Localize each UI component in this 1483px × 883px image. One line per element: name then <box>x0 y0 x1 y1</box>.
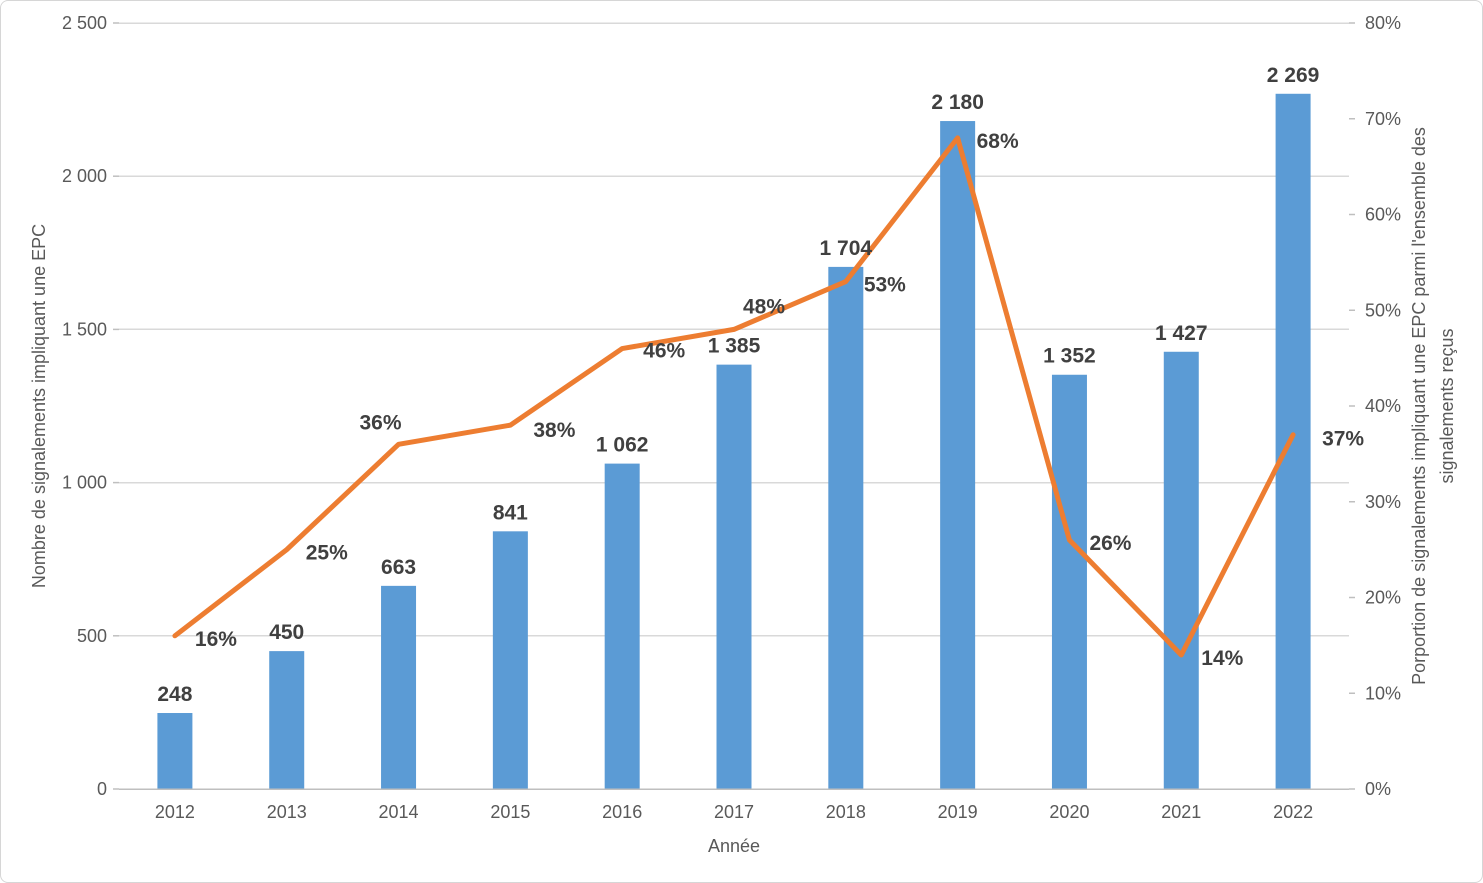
right-axis-tick-label: 0% <box>1365 779 1391 799</box>
left-axis-tick-label: 0 <box>97 779 107 799</box>
right-axis-title-line2: signalements reçus <box>1437 328 1457 483</box>
bar-2019 <box>940 121 976 790</box>
line-percent-labels: 16% 25% 36% 38% 46% 48% 53% 68% 26% 14% 37% <box>195 130 1365 670</box>
x-tick-label-2012: 2012 <box>155 802 195 822</box>
bar-2021 <box>1163 351 1199 789</box>
percent-label-2021: 14% <box>1201 647 1243 670</box>
right-axis-tick-label: 30% <box>1365 492 1401 512</box>
bar-value-labels: 248 450 663 841 1 062 1 385 1 704 2 180 1 352 1 4… <box>157 64 1319 706</box>
percent-label-2016: 46% <box>643 340 685 363</box>
bar-2022 <box>1275 93 1311 790</box>
left-axis-tick-label: 2 500 <box>62 13 107 33</box>
percent-label-2022: 37% <box>1322 428 1364 451</box>
bar-label-2021: 1 427 <box>1155 322 1208 345</box>
x-tick-label-2017: 2017 <box>714 802 754 822</box>
percent-label-2019: 68% <box>977 130 1019 153</box>
percentage-line <box>172 135 1296 658</box>
bar-label-2019: 2 180 <box>931 91 984 114</box>
right-axis-tick-label: 70% <box>1365 109 1401 129</box>
x-axis-labels: 2012 2013 2014 2015 2016 2017 2018 2019 2020 2021… <box>155 802 1313 822</box>
right-axis-title-line1: Porportion de signalements impliquant un… <box>1409 127 1429 685</box>
bar-2013 <box>269 651 305 789</box>
percent-label-2013: 25% <box>306 542 348 565</box>
bar-2017 <box>716 364 752 789</box>
left-axis-tick-label: 2 000 <box>62 166 107 186</box>
bar-label-2018: 1 704 <box>820 237 873 260</box>
right-axis-tick-label: 10% <box>1365 683 1401 703</box>
x-tick-label-2014: 2014 <box>379 802 419 822</box>
bar-2016 <box>604 463 640 789</box>
percent-label-2012: 16% <box>195 628 237 651</box>
bar-2020 <box>1051 374 1087 789</box>
x-tick-label-2013: 2013 <box>267 802 307 822</box>
percent-label-2018: 53% <box>864 274 906 297</box>
bar-label-2015: 841 <box>493 501 528 524</box>
bar-label-2013: 450 <box>269 621 304 644</box>
right-axis-tick-label: 80% <box>1365 13 1401 33</box>
bar-label-2017: 1 385 <box>708 335 761 358</box>
bar-label-2016: 1 062 <box>596 434 649 457</box>
bar-label-2012: 248 <box>157 683 192 706</box>
right-axis-tick-label: 40% <box>1365 396 1401 416</box>
bar-label-2014: 663 <box>381 556 416 579</box>
left-axis-tick-label: 1 500 <box>62 319 107 339</box>
x-tick-label-2018: 2018 <box>826 802 866 822</box>
left-axis: 0 500 1 000 1 500 2 000 2 500 <box>62 13 119 799</box>
bar-2012 <box>157 713 193 789</box>
bar-2018 <box>828 266 864 789</box>
x-tick-label-2022: 2022 <box>1273 802 1313 822</box>
percent-label-2015: 38% <box>533 419 575 442</box>
percent-label-2020: 26% <box>1089 532 1131 555</box>
right-axis-tick-label: 20% <box>1365 588 1401 608</box>
percent-label-2017: 48% <box>743 295 785 318</box>
bar-2014 <box>381 585 417 789</box>
x-tick-label-2021: 2021 <box>1161 802 1201 822</box>
right-axis-tick-label: 60% <box>1365 205 1401 225</box>
x-tick-label-2019: 2019 <box>938 802 978 822</box>
bar-label-2022: 2 269 <box>1267 64 1320 87</box>
bar-label-2020: 1 352 <box>1043 345 1096 368</box>
x-tick-label-2020: 2020 <box>1049 802 1089 822</box>
percent-label-2014: 36% <box>360 411 402 434</box>
left-axis-tick-label: 1 000 <box>62 473 107 493</box>
x-tick-label-2016: 2016 <box>602 802 642 822</box>
left-axis-title: Nombre de signalements impliquant une EP… <box>29 224 49 588</box>
bar-2015 <box>492 531 528 789</box>
right-axis: 0% 10% 20% 30% 40% 50% 60% 70% 80% <box>1349 13 1401 799</box>
x-axis-title: Année <box>708 836 760 856</box>
right-axis-tick-label: 50% <box>1365 300 1401 320</box>
left-axis-tick-label: 500 <box>77 626 107 646</box>
x-tick-label-2015: 2015 <box>490 802 530 822</box>
bar-series <box>157 93 1311 790</box>
